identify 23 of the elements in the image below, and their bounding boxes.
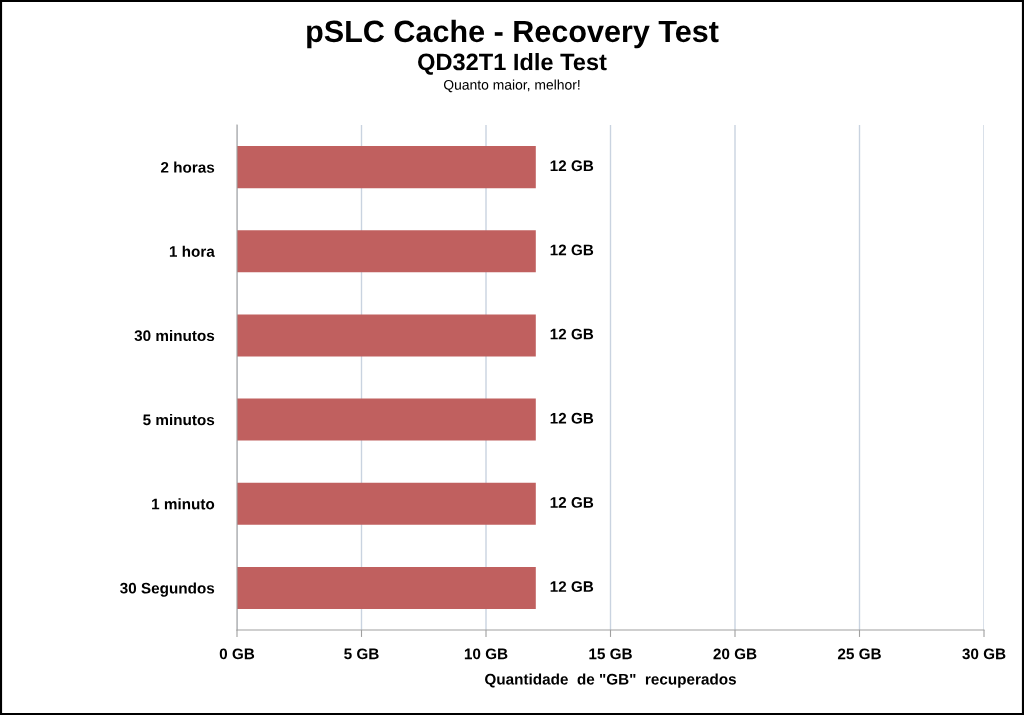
x-tick-label: 25 GB [837,648,881,660]
text: Quanto maior, melhor! [443,79,580,93]
data-label: 12 GB [550,497,594,508]
x-tick-label: 20 GB [713,648,757,660]
data-label: 12 GB [550,328,594,340]
y-tick-label: 5 minutos [143,414,215,426]
y-tick-label: 1 hora [169,245,215,257]
x-tick-label: 10 GB [464,648,508,660]
chart-subtitle: QD32T1 Idle Test [418,53,607,75]
y-tick-label: 2 horas [160,161,215,173]
y-tick-label: 1 minuto [152,498,215,510]
x-tick-label: 15 GB [589,648,632,660]
x-tick-label: 0 GB [219,648,255,660]
x-tick-label: 30 GB [962,648,1006,660]
chart-title: pSLC Cache - Recovery Test [307,19,719,49]
x-tick-label: 5 GB [344,648,379,660]
y-tick-label: 30 Segundos [120,582,215,597]
x-axis-title: Quantidade de "GB" recuperados [485,673,736,688]
data-label: 12 GB [550,581,594,593]
y-tick-label: 30 minutos [134,329,215,342]
data-label: 12 GB [550,412,594,424]
data-label: 12 GB [550,160,594,172]
data-label: 12 GB [550,244,594,256]
